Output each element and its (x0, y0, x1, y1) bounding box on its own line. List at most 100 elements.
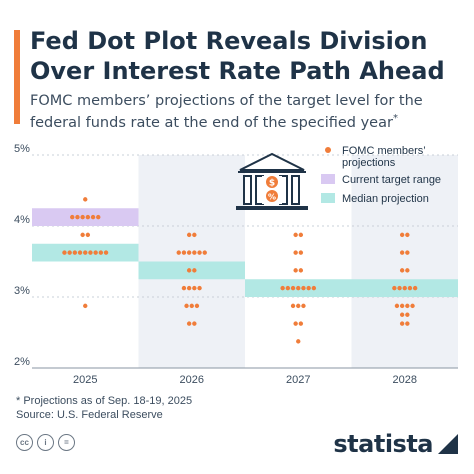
projection-dot (290, 285, 296, 291)
projection-dot (399, 250, 405, 255)
projection-dot (405, 321, 410, 326)
projection-dot (298, 268, 304, 273)
projection-dot (103, 250, 109, 255)
no-derivatives-icon[interactable]: = (58, 434, 75, 451)
legend-dot-swatch (325, 147, 331, 153)
license-icons: cc i = (16, 434, 75, 451)
accent-bar (14, 30, 20, 124)
projection-dot (80, 214, 85, 220)
projection-dot (197, 285, 202, 291)
projection-dot (296, 339, 301, 344)
legend-item: FOMC members’ projections (325, 145, 426, 169)
projection-dot (399, 312, 405, 317)
projection-dot (407, 285, 413, 291)
projection-dot (293, 232, 298, 238)
projection-dot (405, 232, 410, 238)
x-tick-label: 2027 (286, 374, 310, 386)
projection-dot (83, 197, 88, 202)
projection-dot (186, 250, 192, 255)
y-tick-label: 2% (14, 356, 30, 368)
dollar-symbol-icon: $ (269, 179, 275, 189)
column-icon (243, 175, 252, 205)
projection-dot (298, 250, 304, 255)
projection-dot (83, 303, 88, 309)
legend-target-swatch (321, 174, 335, 184)
projection-dot (186, 268, 192, 273)
projection-dot (392, 285, 397, 291)
projection-dot (67, 250, 72, 255)
projection-dot (194, 303, 200, 309)
projection-date-note: * Projections as of Sep. 18-19, 2025 (16, 395, 193, 407)
projection-dot (394, 303, 400, 309)
projection-dot (189, 303, 194, 309)
subtitle-text: FOMC members’ projections of the target … (30, 93, 423, 131)
projection-dot (90, 214, 96, 220)
projection-dot (202, 250, 207, 255)
projection-dot (399, 232, 405, 238)
projection-dot (77, 250, 83, 255)
column-icon (291, 175, 300, 205)
projection-dot (85, 232, 91, 238)
projection-dot (296, 303, 301, 309)
projection-dot (197, 250, 202, 255)
projection-dot (83, 250, 88, 255)
projection-dot (192, 232, 197, 238)
y-tick-label: 4% (14, 214, 30, 226)
projection-dot (412, 285, 418, 291)
projection-dot (181, 285, 187, 291)
source-note: Source: U.S. Federal Reserve (16, 409, 163, 421)
projection-dot (293, 321, 298, 326)
projection-dot (311, 285, 317, 291)
chart-subtitle: FOMC members’ projections of the target … (30, 92, 470, 132)
projection-dot (181, 250, 187, 255)
projection-dot (293, 268, 298, 273)
legend-label: Median projection (342, 193, 429, 205)
projection-dot (285, 285, 291, 291)
legend-label: FOMC members’ projections (342, 145, 426, 169)
statista-logo[interactable]: statista (333, 430, 458, 458)
legend-item: Median projection (321, 193, 429, 205)
column-shade (351, 155, 458, 368)
projection-dot (399, 321, 405, 326)
projection-dot (293, 250, 298, 255)
projection-dot (192, 285, 197, 291)
projection-dot (176, 250, 181, 255)
x-tick-label: 2028 (393, 374, 417, 386)
projection-dot (96, 214, 101, 220)
projection-dot (98, 250, 104, 255)
projection-dot (192, 250, 197, 255)
projection-dot (192, 268, 197, 273)
creative-commons-icon[interactable]: cc (16, 434, 33, 451)
projection-dot (186, 321, 192, 326)
projection-dot (296, 285, 301, 291)
projection-dot (405, 303, 410, 309)
projection-dot (186, 232, 192, 238)
projection-dot (70, 214, 75, 220)
projection-dot (301, 285, 306, 291)
projection-dot (301, 303, 306, 309)
footnotes: * Projections as of Sep. 18-19, 2025 Sou… (16, 394, 192, 422)
column-icon (255, 175, 264, 205)
projection-dot (405, 250, 410, 255)
projection-dot (186, 285, 192, 291)
y-tick-label: 5% (14, 143, 30, 155)
projection-dot (402, 285, 407, 291)
projection-dot (75, 214, 80, 220)
current-target-range-band (32, 208, 139, 226)
legend-item: Current target range (321, 174, 441, 186)
brand-mark-icon (438, 434, 458, 454)
projection-dot (88, 250, 93, 255)
legend-label: Current target range (342, 174, 441, 186)
percent-symbol-icon: % (268, 193, 276, 202)
roof-icon (239, 152, 305, 171)
attribution-icon[interactable]: i (37, 434, 54, 451)
brand-name: statista (333, 430, 433, 458)
projection-dot (280, 285, 285, 291)
x-tick-label: 2025 (73, 374, 97, 386)
projection-dot (62, 250, 67, 255)
subtitle-footnote-mark: * (392, 113, 398, 124)
projection-dot (80, 232, 85, 238)
projection-dot (405, 268, 410, 273)
projection-dot (72, 250, 78, 255)
percent-coin-icon (266, 190, 278, 202)
